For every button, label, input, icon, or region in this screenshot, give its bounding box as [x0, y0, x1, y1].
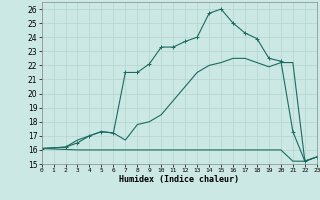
- X-axis label: Humidex (Indice chaleur): Humidex (Indice chaleur): [119, 175, 239, 184]
